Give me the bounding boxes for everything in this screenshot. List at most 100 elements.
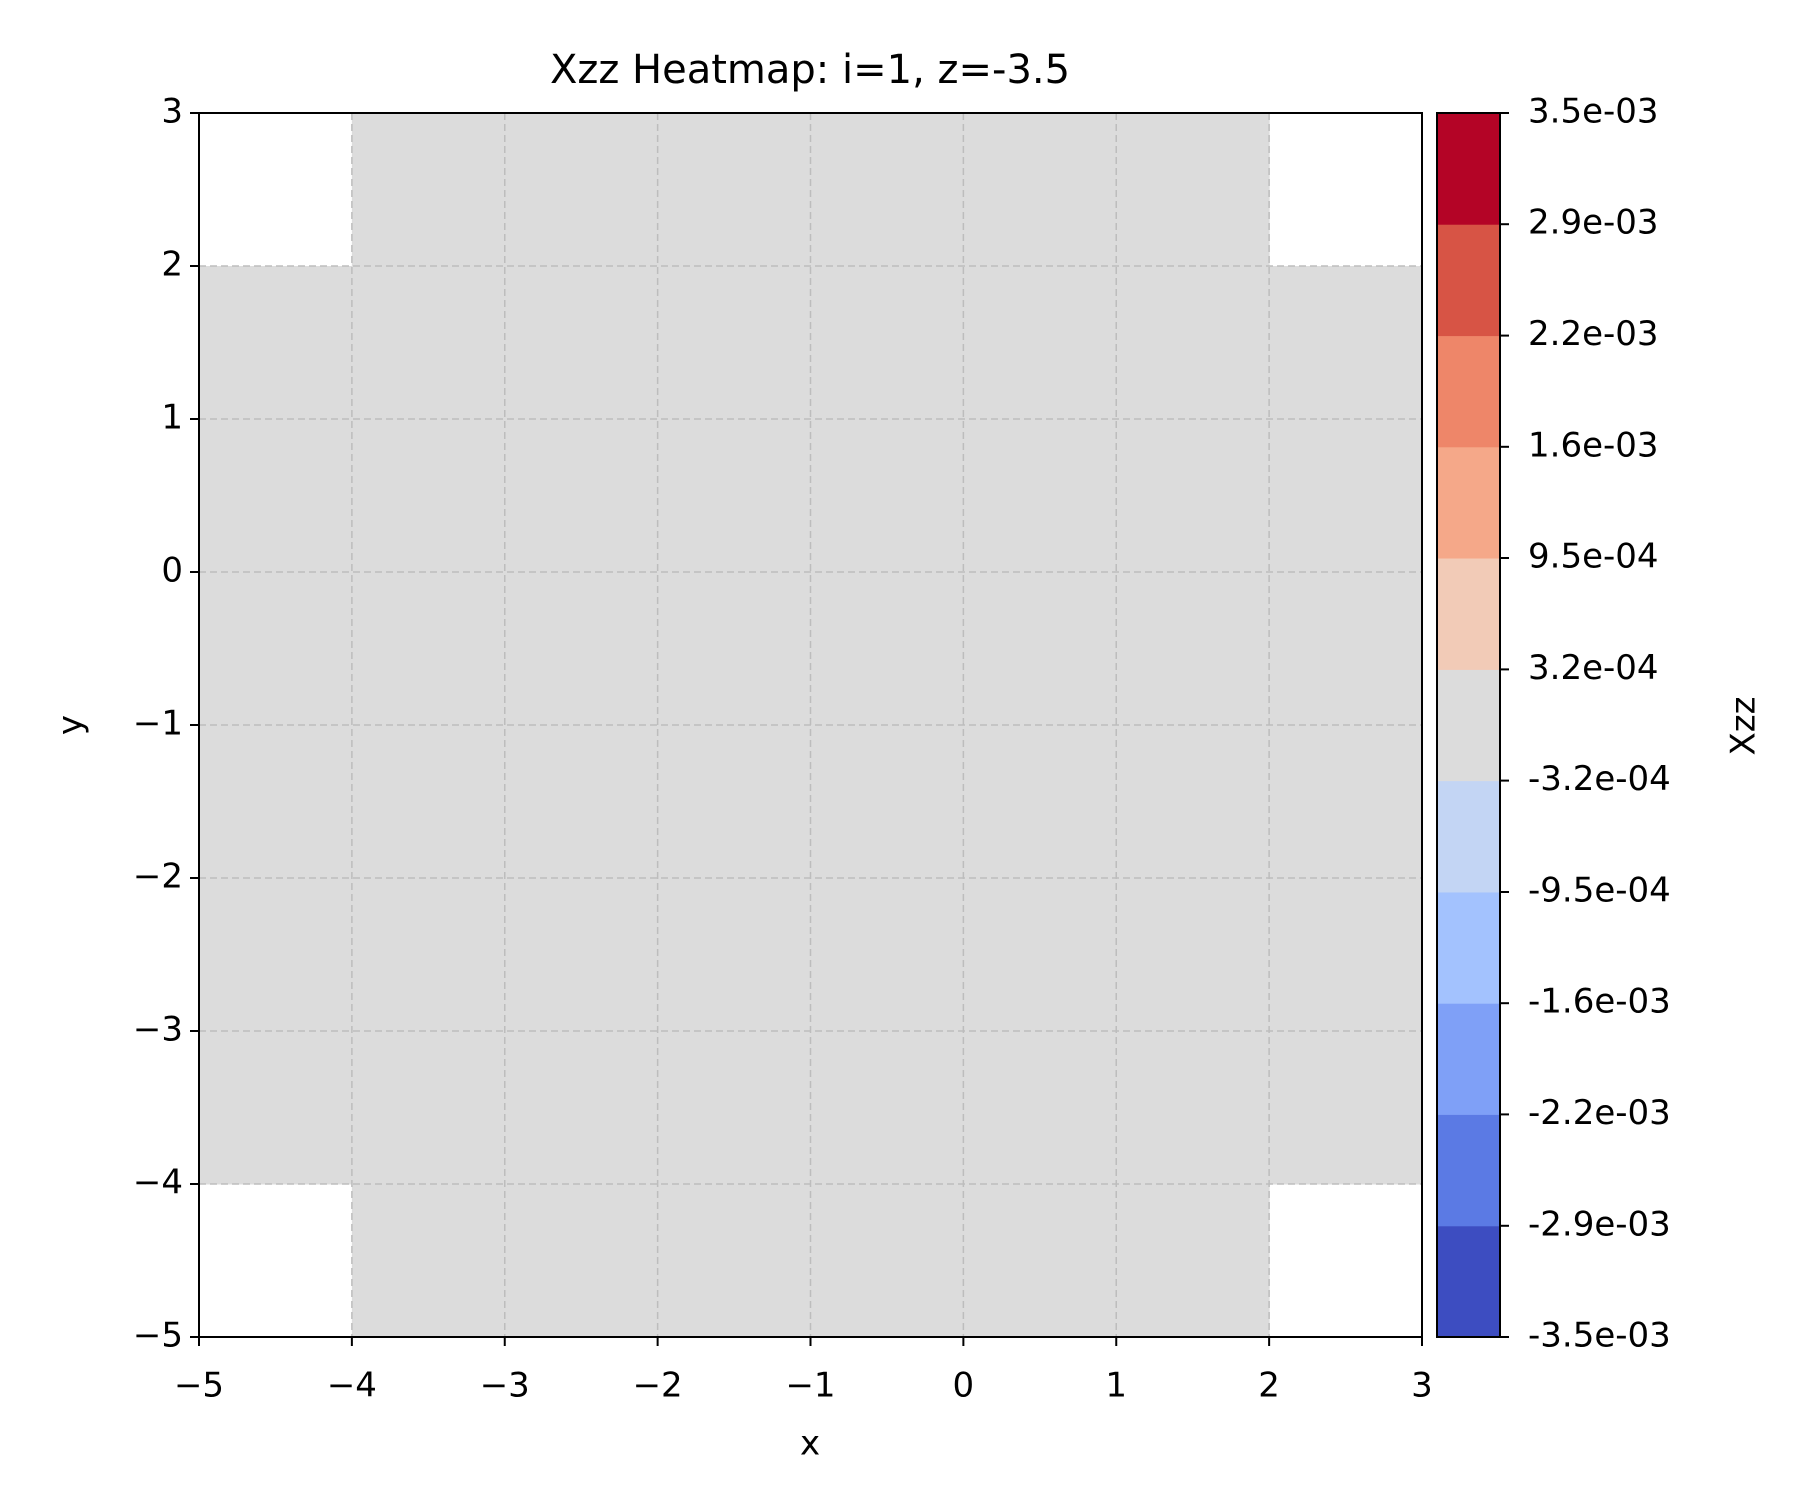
heatmap-cell [199,419,353,573]
heatmap-cell [810,113,964,267]
heatmap-cell [1269,725,1423,879]
heatmap-cell [963,419,1117,573]
heatmap-cell [351,878,506,1032]
x-axis-label: x [800,1424,820,1464]
heatmap-cell [657,572,811,726]
heatmap-cell [504,572,659,726]
heatmap-cell [504,1184,659,1338]
heatmap-cell [810,572,964,726]
colorbar-band [1437,780,1500,893]
heatmap-cell [657,1031,811,1185]
y-tick-label: −3 [133,1010,183,1050]
heatmap-cell [657,1184,811,1338]
heatmap-cell [963,878,1117,1032]
colorbar-tick-label: 2.2e-03 [1528,314,1659,354]
colorbar-tick-label: 3.2e-04 [1528,648,1659,688]
heatmap-cell [1116,725,1270,879]
colorbar-tick-label: 1.6e-03 [1528,425,1659,465]
heatmap-cell [657,878,811,1032]
colorbar-band [1437,669,1500,782]
heatmap-cell [810,1031,964,1185]
heatmap-cell [504,266,659,420]
y-tick-label: −2 [133,857,183,897]
heatmap-cell [963,1031,1117,1185]
heatmap-cell [351,572,506,726]
colorbar-frame [1436,112,1501,1338]
heatmap-cell [810,419,964,573]
heatmap-cell [504,113,659,267]
y-tick-label: −4 [133,1163,183,1203]
heatmap-cell [1116,266,1270,420]
colorbar-band [1437,1225,1500,1338]
heatmap-cell [1269,572,1423,726]
colorbar-tick-label: -3.5e-03 [1528,1316,1671,1356]
heatmap-cell [1269,266,1423,420]
colorbar-band [1437,558,1500,670]
heatmap-cell [657,266,811,420]
heatmap-cell [963,266,1117,420]
heatmap-cell [810,878,964,1032]
heatmap-cell [963,1184,1117,1338]
heatmap-cell [504,878,659,1032]
heatmap-cell [199,725,353,879]
colorbar-tick-label: -3.2e-04 [1528,759,1671,799]
colorbar-tick-label: 2.9e-03 [1528,203,1659,243]
heatmap-cell [963,725,1117,879]
heatmap-cell [351,419,506,573]
heatmap-cell [810,1184,964,1338]
colorbar-tick-label: -2.2e-03 [1528,1093,1671,1133]
colorbar-band [1437,1003,1500,1115]
heatmap-cell [504,419,659,573]
x-tick-label: 1 [1105,1366,1127,1406]
x-tick-label: −4 [327,1366,377,1406]
heatmap-cell [199,572,353,726]
colorbar-band [1437,446,1500,559]
heatmap-cell [199,1031,353,1185]
heatmap-cell [351,266,506,420]
y-tick-label: 3 [161,92,183,132]
x-tick-label: −5 [174,1366,224,1406]
heatmap-cell [657,725,811,879]
heatmap-cell [199,266,353,420]
x-tick-label: 2 [1258,1366,1280,1406]
heatmap-cell [1116,113,1270,267]
heatmap-cell [1269,1031,1423,1185]
x-tick-label: −3 [480,1366,530,1406]
heatmap-cell [351,113,506,267]
heatmap-cell [1269,878,1423,1032]
x-tick-label: 0 [953,1366,975,1406]
heatmap-cell [199,878,353,1032]
heatmap-cell [1116,419,1270,573]
colorbar-tick-label: 9.5e-04 [1528,537,1659,577]
heatmap-cell [1116,1031,1270,1185]
heatmap-cell [1116,572,1270,726]
heatmap-cell [504,725,659,879]
y-tick-label: −5 [133,1316,183,1356]
heatmap-cell [1269,419,1423,573]
y-tick-label: −1 [133,704,183,744]
heatmap-cell [351,1031,506,1185]
colorbar-label: Xzz [1724,697,1764,756]
heatmap-cell [1116,1184,1270,1338]
heatmap-cell [810,725,964,879]
heatmap-cell [963,572,1117,726]
y-tick-label: 0 [161,551,183,591]
x-tick-label: −1 [785,1366,835,1406]
colorbar-tick-label: -2.9e-03 [1528,1204,1671,1244]
colorbar-band [1437,224,1500,337]
y-tick-label: 1 [161,398,183,438]
colorbar-band [1437,891,1500,1004]
colorbar-tick-label: -1.6e-03 [1528,982,1671,1022]
heatmap-cell [351,725,506,879]
heatmap-cell [504,1031,659,1185]
heatmap-cell [657,113,811,267]
heatmap-cell [657,419,811,573]
y-tick-label: 2 [161,245,183,285]
colorbar-band [1437,1114,1500,1227]
heatmap-cell [351,1184,506,1338]
colorbar-band [1437,113,1500,225]
x-tick-label: −2 [633,1366,683,1406]
x-tick-label: 3 [1411,1366,1433,1406]
colorbar-tick-label: 3.5e-03 [1528,92,1659,132]
